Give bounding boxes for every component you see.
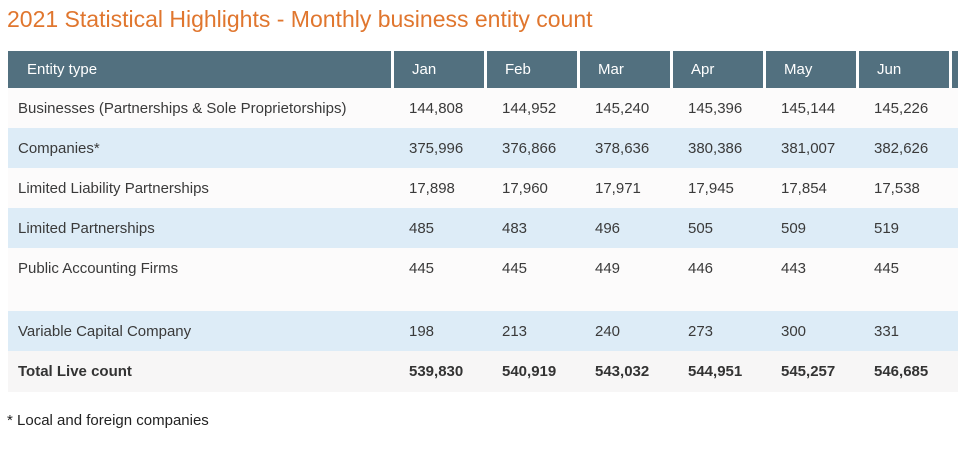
count-cell: 17,960: [487, 168, 580, 208]
column-header-entity-type: Entity type: [8, 51, 394, 88]
column-header-apr: Apr: [673, 51, 766, 88]
total-count-cell: 544,951: [673, 351, 766, 392]
column-header-may: May: [766, 51, 859, 88]
count-cell: 375,996: [394, 128, 487, 168]
count-cell: 17,538: [859, 168, 952, 208]
entity-label-cell: Limited Partnerships: [8, 208, 394, 248]
count-cell: 445: [859, 248, 952, 288]
entity-count-table: Entity type Jan Feb Mar Apr May Jun Busi…: [8, 51, 958, 392]
total-count-cell: 546,685: [859, 351, 952, 392]
column-header-feb: Feb: [487, 51, 580, 88]
cutoff-cell: [952, 311, 958, 351]
page-title: 2021 Statistical Highlights - Monthly bu…: [7, 6, 593, 32]
cutoff-cell: [952, 128, 958, 168]
count-cell: 446: [673, 248, 766, 288]
count-cell: 331: [859, 311, 952, 351]
count-cell: 378,636: [580, 128, 673, 168]
count-cell: 443: [766, 248, 859, 288]
count-cell: 17,898: [394, 168, 487, 208]
table-row-variable-capital-company: Variable Capital Company 198 213 240 273…: [8, 311, 958, 351]
cutoff-cell: [952, 351, 958, 392]
count-cell: 445: [487, 248, 580, 288]
entity-label-cell: Variable Capital Company: [8, 311, 394, 351]
table-spacer-row: [8, 288, 958, 311]
count-cell: 198: [394, 311, 487, 351]
count-cell: 496: [580, 208, 673, 248]
count-cell: 382,626: [859, 128, 952, 168]
table-row-public-accounting-firms: Public Accounting Firms 445 445 449 446 …: [8, 248, 958, 288]
column-header-mar: Mar: [580, 51, 673, 88]
cutoff-cell: [952, 88, 958, 128]
total-count-cell: 543,032: [580, 351, 673, 392]
count-cell: 17,971: [580, 168, 673, 208]
count-cell: 376,866: [487, 128, 580, 168]
count-cell: 273: [673, 311, 766, 351]
count-cell: 449: [580, 248, 673, 288]
count-cell: 509: [766, 208, 859, 248]
column-header-jan: Jan: [394, 51, 487, 88]
count-cell: 145,144: [766, 88, 859, 128]
count-cell: 145,240: [580, 88, 673, 128]
count-cell: 485: [394, 208, 487, 248]
table-row-limited-partnerships: Limited Partnerships 485 483 496 505 509…: [8, 208, 958, 248]
count-cell: 240: [580, 311, 673, 351]
count-cell: 213: [487, 311, 580, 351]
count-cell: 380,386: [673, 128, 766, 168]
entity-label-cell: Businesses (Partnerships & Sole Propriet…: [8, 88, 394, 128]
count-cell: 519: [859, 208, 952, 248]
count-cell: 445: [394, 248, 487, 288]
count-cell: 144,952: [487, 88, 580, 128]
table-row-companies: Companies* 375,996 376,866 378,636 380,3…: [8, 128, 958, 168]
total-label-cell: Total Live count: [8, 351, 394, 392]
entity-label-cell: Limited Liability Partnerships: [8, 168, 394, 208]
cutoff-cell: [952, 208, 958, 248]
table-header-row: Entity type Jan Feb Mar Apr May Jun: [8, 51, 958, 88]
count-cell: 505: [673, 208, 766, 248]
count-cell: 300: [766, 311, 859, 351]
count-cell: 17,854: [766, 168, 859, 208]
total-count-cell: 540,919: [487, 351, 580, 392]
entity-label-cell: Companies*: [8, 128, 394, 168]
table-row-total-live-count: Total Live count 539,830 540,919 543,032…: [8, 351, 958, 392]
total-count-cell: 545,257: [766, 351, 859, 392]
count-cell: 144,808: [394, 88, 487, 128]
table-row-limited-liability-partnerships: Limited Liability Partnerships 17,898 17…: [8, 168, 958, 208]
entity-label-cell: Public Accounting Firms: [8, 248, 394, 288]
table-row-businesses: Businesses (Partnerships & Sole Propriet…: [8, 88, 958, 128]
total-count-cell: 539,830: [394, 351, 487, 392]
count-cell: 145,226: [859, 88, 952, 128]
count-cell: 381,007: [766, 128, 859, 168]
count-cell: 145,396: [673, 88, 766, 128]
column-header-jun: Jun: [859, 51, 952, 88]
column-header-cutoff: [952, 51, 958, 88]
count-cell: 483: [487, 208, 580, 248]
cutoff-cell: [952, 168, 958, 208]
cutoff-cell: [952, 248, 958, 288]
footnote: * Local and foreign companies: [7, 412, 209, 429]
entity-count-table-wrapper: Entity type Jan Feb Mar Apr May Jun Busi…: [8, 51, 958, 392]
count-cell: 17,945: [673, 168, 766, 208]
